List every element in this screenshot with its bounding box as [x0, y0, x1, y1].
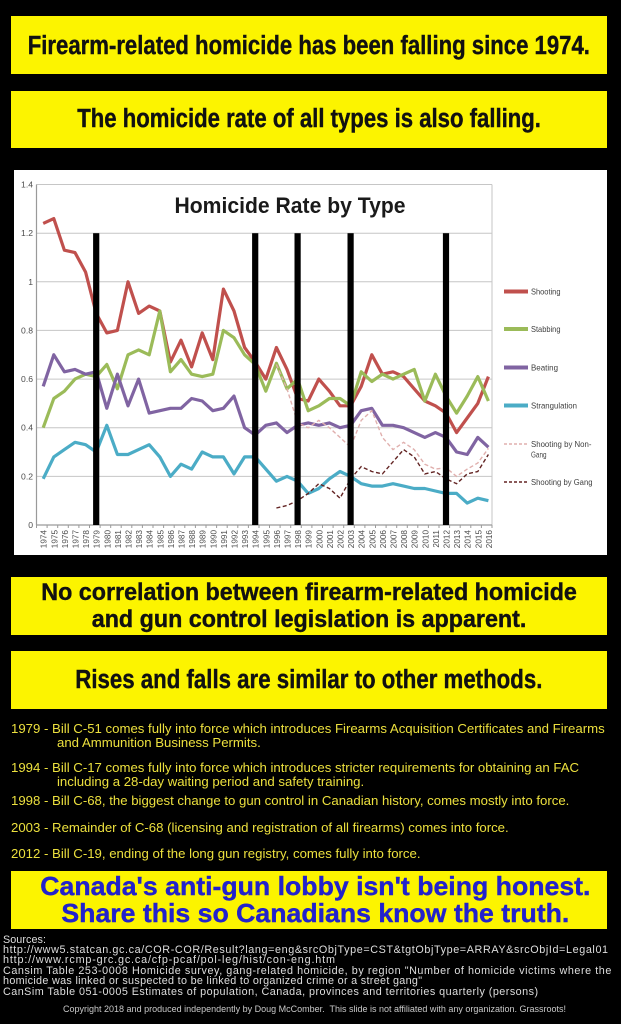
svg-text:2012: 2012 — [443, 530, 452, 549]
svg-text:2001: 2001 — [326, 530, 335, 549]
svg-text:2010: 2010 — [421, 530, 430, 549]
svg-text:1979: 1979 — [93, 530, 102, 549]
svg-text:1990: 1990 — [209, 530, 218, 549]
svg-text:1980: 1980 — [103, 530, 112, 549]
svg-text:2011: 2011 — [432, 530, 441, 548]
svg-text:0.4: 0.4 — [21, 423, 33, 433]
svg-text:1.2: 1.2 — [21, 228, 33, 238]
svg-text:2000: 2000 — [315, 530, 324, 549]
svg-text:1985: 1985 — [156, 530, 165, 549]
svg-text:1983: 1983 — [135, 530, 144, 549]
svg-text:1995: 1995 — [262, 530, 271, 549]
svg-text:Homicide Rate by Type: Homicide Rate by Type — [175, 193, 406, 218]
svg-text:1994: 1994 — [252, 530, 261, 549]
svg-text:1998: 1998 — [294, 530, 303, 549]
svg-text:2013: 2013 — [453, 530, 462, 549]
svg-text:Beating: Beating — [531, 363, 558, 373]
svg-text:1991: 1991 — [220, 530, 229, 549]
svg-text:1997: 1997 — [284, 530, 293, 549]
svg-text:1984: 1984 — [146, 530, 155, 549]
svg-text:2016: 2016 — [485, 530, 494, 549]
svg-text:2003: 2003 — [347, 530, 356, 549]
svg-text:2014: 2014 — [464, 530, 473, 549]
svg-text:Stabbing: Stabbing — [531, 324, 561, 334]
svg-text:1988: 1988 — [188, 530, 197, 549]
svg-text:0.8: 0.8 — [21, 325, 33, 335]
svg-text:0: 0 — [28, 520, 33, 530]
svg-text:1975: 1975 — [50, 530, 59, 549]
svg-text:Strangulation: Strangulation — [531, 401, 577, 411]
svg-text:1999: 1999 — [305, 530, 314, 549]
svg-text:Shooting by Gang: Shooting by Gang — [531, 477, 593, 487]
svg-text:2005: 2005 — [368, 530, 377, 549]
svg-text:1992: 1992 — [231, 530, 240, 549]
svg-text:2015: 2015 — [474, 530, 483, 549]
svg-text:1986: 1986 — [167, 530, 176, 549]
svg-text:2009: 2009 — [411, 530, 420, 549]
svg-text:1.4: 1.4 — [21, 180, 33, 190]
svg-text:Shooting by Non-: Shooting by Non- — [531, 439, 592, 449]
svg-text:2004: 2004 — [358, 530, 367, 549]
svg-text:0.6: 0.6 — [21, 374, 33, 384]
svg-text:1: 1 — [28, 277, 33, 287]
svg-text:1996: 1996 — [273, 530, 282, 549]
svg-text:1976: 1976 — [61, 530, 70, 549]
svg-text:1974: 1974 — [40, 530, 49, 549]
svg-text:Gang: Gang — [531, 450, 547, 460]
svg-text:1977: 1977 — [72, 530, 81, 549]
svg-text:1993: 1993 — [241, 530, 250, 549]
svg-text:2006: 2006 — [379, 530, 388, 549]
svg-text:1981: 1981 — [114, 530, 123, 549]
svg-text:2002: 2002 — [337, 530, 346, 549]
svg-text:1978: 1978 — [82, 530, 91, 549]
svg-text:0.2: 0.2 — [21, 471, 33, 481]
svg-text:Shooting: Shooting — [531, 287, 561, 297]
svg-text:2007: 2007 — [390, 530, 399, 549]
svg-text:2008: 2008 — [400, 530, 409, 549]
svg-text:1982: 1982 — [125, 530, 134, 549]
svg-text:1987: 1987 — [178, 530, 187, 549]
svg-text:1989: 1989 — [199, 530, 208, 549]
